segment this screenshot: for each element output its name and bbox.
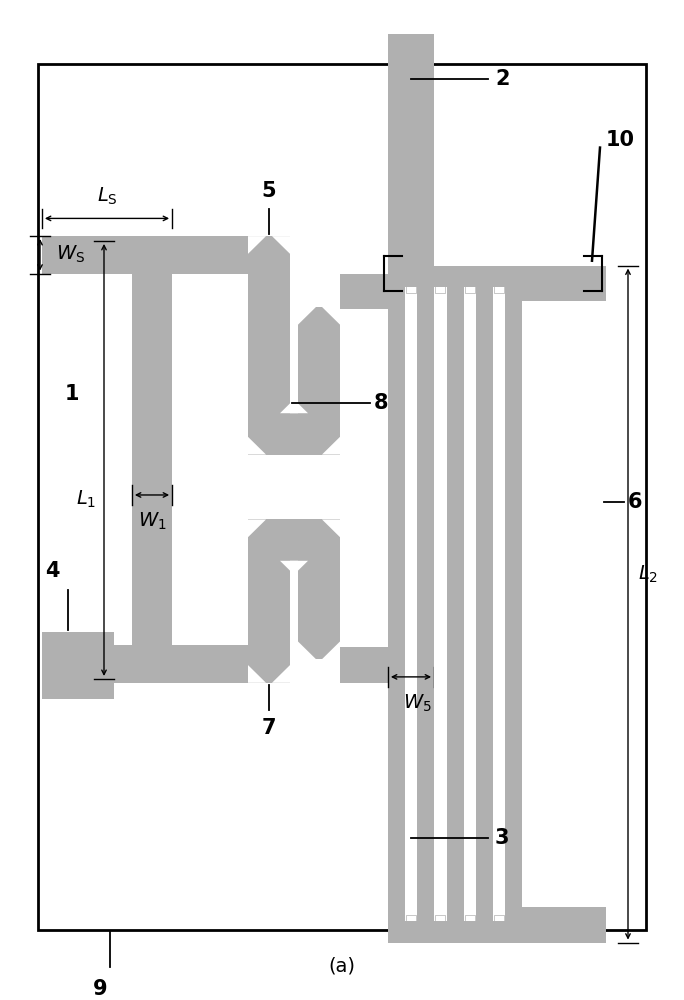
Bar xyxy=(248,236,290,423)
Text: 9: 9 xyxy=(93,979,107,999)
Bar xyxy=(406,283,416,293)
Text: $W_5$: $W_5$ xyxy=(403,693,432,714)
Polygon shape xyxy=(298,641,316,659)
Text: 6: 6 xyxy=(628,492,642,512)
Bar xyxy=(522,907,606,943)
Bar xyxy=(248,523,290,683)
Bar xyxy=(248,519,340,561)
Bar xyxy=(290,561,298,683)
Text: 4: 4 xyxy=(46,561,60,581)
Bar xyxy=(464,283,475,293)
Bar xyxy=(388,921,522,943)
Bar xyxy=(248,413,340,455)
Bar xyxy=(290,307,298,413)
Bar xyxy=(522,266,606,301)
Bar xyxy=(340,274,388,309)
Polygon shape xyxy=(322,519,340,537)
Bar xyxy=(388,659,434,943)
Bar xyxy=(42,645,172,683)
Bar xyxy=(405,287,417,921)
Bar xyxy=(492,287,505,921)
Bar xyxy=(464,915,475,925)
Bar xyxy=(522,301,560,907)
Bar xyxy=(464,287,476,921)
Bar xyxy=(388,34,434,266)
Bar xyxy=(298,519,340,659)
Polygon shape xyxy=(322,307,340,325)
Bar xyxy=(522,266,560,943)
Polygon shape xyxy=(322,437,340,455)
Text: $L_\mathrm{S}$: $L_\mathrm{S}$ xyxy=(96,185,118,207)
Bar xyxy=(494,283,504,293)
Bar xyxy=(406,915,416,925)
Bar xyxy=(340,647,388,683)
Bar xyxy=(494,915,504,925)
Text: $L_1$: $L_1$ xyxy=(76,489,96,510)
Bar xyxy=(42,236,172,274)
Text: $L_2$: $L_2$ xyxy=(638,564,658,585)
Polygon shape xyxy=(272,665,290,683)
Text: (a): (a) xyxy=(328,957,356,976)
Text: $W_1$: $W_1$ xyxy=(137,511,166,532)
Text: 10: 10 xyxy=(606,130,635,150)
Text: 8: 8 xyxy=(374,393,389,413)
Polygon shape xyxy=(290,561,308,579)
Bar xyxy=(172,236,262,274)
Polygon shape xyxy=(322,641,340,659)
Bar xyxy=(172,645,262,683)
Bar xyxy=(42,632,114,699)
Text: $W_\mathrm{S}$: $W_\mathrm{S}$ xyxy=(56,244,85,265)
Polygon shape xyxy=(290,396,308,413)
Text: 3: 3 xyxy=(495,828,510,848)
Polygon shape xyxy=(248,519,266,537)
Polygon shape xyxy=(280,561,298,579)
Polygon shape xyxy=(248,665,266,683)
Bar xyxy=(436,915,445,925)
Polygon shape xyxy=(280,396,298,413)
Bar xyxy=(38,64,646,930)
Polygon shape xyxy=(248,236,266,254)
Bar xyxy=(388,266,522,287)
Bar xyxy=(388,266,522,268)
Text: 1: 1 xyxy=(65,384,79,404)
Bar xyxy=(434,287,447,921)
Polygon shape xyxy=(272,236,290,254)
Text: 2: 2 xyxy=(495,69,510,89)
Bar xyxy=(132,241,172,679)
Text: 5: 5 xyxy=(262,181,276,201)
Polygon shape xyxy=(298,307,316,325)
Bar xyxy=(388,266,522,943)
Polygon shape xyxy=(248,437,266,455)
Text: 7: 7 xyxy=(262,718,276,738)
Bar xyxy=(298,307,340,455)
Bar xyxy=(436,283,445,293)
